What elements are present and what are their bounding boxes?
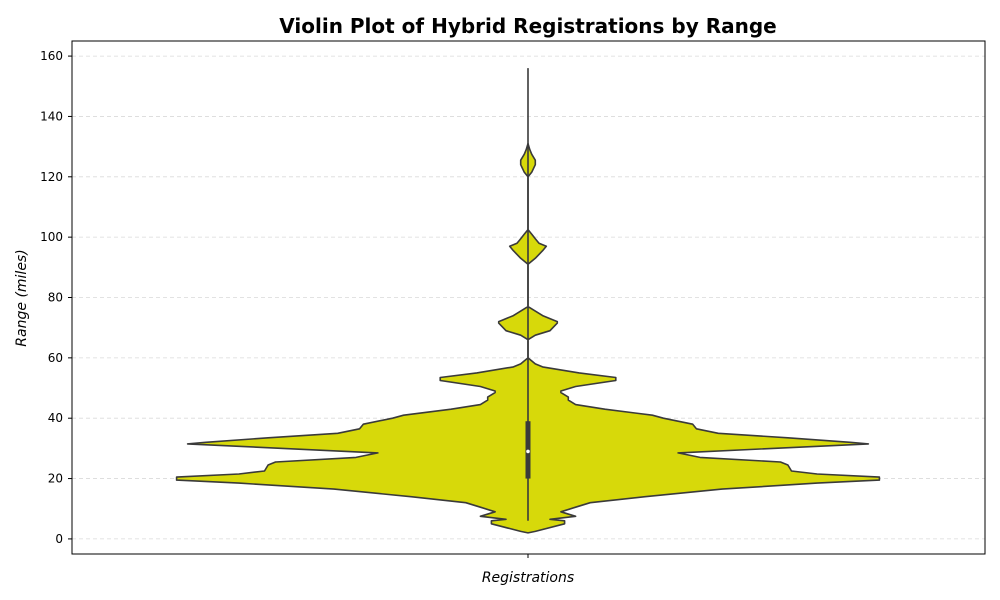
y-tick-label: 140 bbox=[40, 109, 63, 123]
y-tick-label: 40 bbox=[48, 411, 63, 425]
chart-title: Violin Plot of Hybrid Registrations by R… bbox=[279, 14, 776, 38]
y-tick-label: 60 bbox=[48, 351, 63, 365]
y-tick-label: 120 bbox=[40, 170, 63, 184]
y-tick-label: 0 bbox=[55, 532, 63, 546]
median-marker bbox=[526, 449, 530, 454]
y-tick-label: 20 bbox=[48, 472, 63, 486]
y-tick-label: 80 bbox=[48, 291, 63, 305]
y-tick-label: 100 bbox=[40, 230, 63, 244]
y-axis-ticks: 0 20 40 60 80 100 120 140 160 bbox=[40, 49, 72, 546]
box-layer bbox=[525, 68, 531, 521]
y-axis-label: Range (miles) bbox=[14, 249, 30, 346]
y-tick-label: 160 bbox=[40, 49, 63, 63]
x-axis-label: Registrations bbox=[482, 570, 574, 586]
